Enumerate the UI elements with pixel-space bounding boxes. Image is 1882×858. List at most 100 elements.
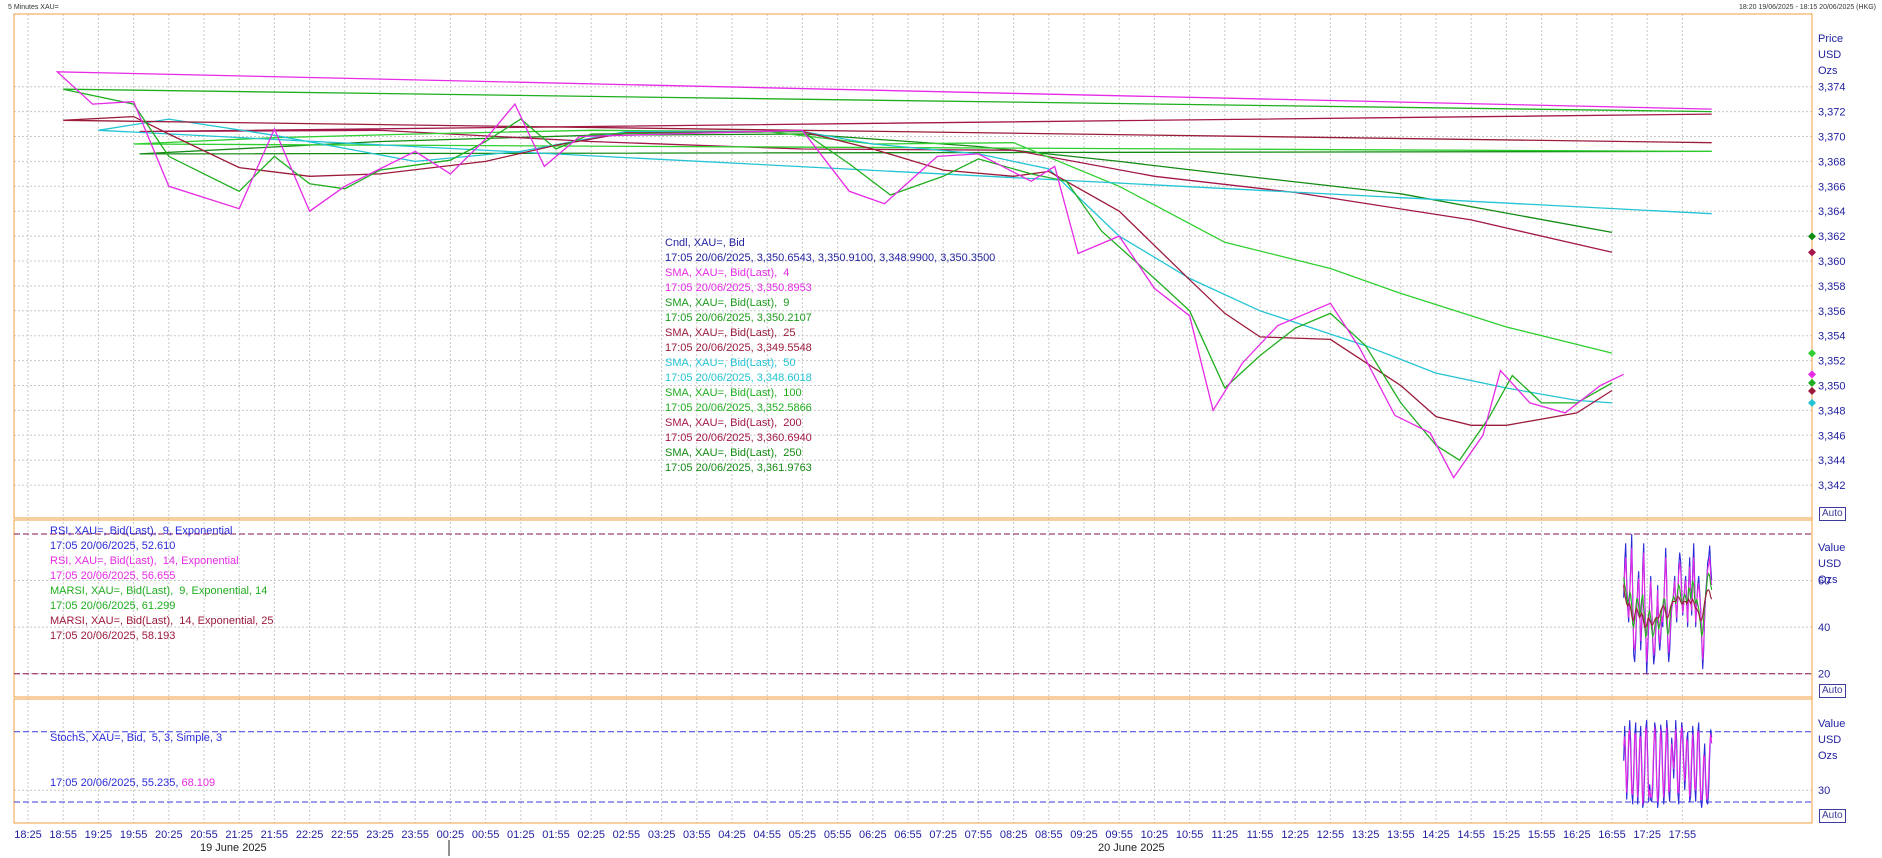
x-tick-label: 01:25 [507,829,535,841]
window-title: 5 Minutes XAU= [8,4,59,11]
price-legend-line: SMA, XAU=, Bid(Last), 50 [665,357,796,369]
stoch-auto-button[interactable]: Auto [1819,809,1846,823]
date-label-20-june: 20 June 2025 [1098,842,1165,854]
sma-line [139,113,1712,253]
x-tick-label: 03:55 [683,829,711,841]
sma-line [133,129,1712,354]
price-tick-label: 3,366 [1818,181,1846,193]
x-tick-label: 23:25 [366,829,394,841]
x-tick-label: 20:55 [190,829,218,841]
x-tick-label: 15:25 [1493,829,1521,841]
x-tick-label: 04:25 [718,829,746,841]
stoch-d-value: 68.109 [181,777,216,789]
x-tick-label: 02:55 [613,829,641,841]
rsi-legend-line: MARSI, XAU=, Bid(Last), 14, Exponential,… [50,615,274,627]
price-axis-header: Ozs [1818,65,1838,77]
last-value-marker [1808,398,1816,407]
price-tick-label: 3,360 [1818,256,1846,268]
price-tick-label: 3,354 [1818,331,1846,343]
stoch-tick-label: 30 [1818,785,1830,797]
price-legend-line: SMA, XAU=, Bid(Last), 4 [665,267,790,279]
price-legend-line: SMA, XAU=, Bid(Last), 9 [665,297,790,309]
x-tick-label: 18:55 [49,829,77,841]
x-tick-label: 09:55 [1105,829,1133,841]
price-legend-line: 17:05 20/06/2025, 3,360.6940 [665,432,812,444]
x-tick-label: 05:55 [824,829,852,841]
rsi-axis-header: Ozs [1818,574,1838,586]
stoch-legend-title: StochS, XAU=, Bid, 5, 3, Simple, 3 [50,732,223,744]
price-legend-line: SMA, XAU=, Bid(Last), 200 [665,417,802,429]
price-legend-line: 17:05 20/06/2025, 3,349.5548 [665,342,812,354]
price-tick-label: 3,346 [1818,430,1846,442]
price-tick-label: 3,358 [1818,281,1846,293]
x-tick-label: 19:55 [120,829,148,841]
x-tick-label: 05:25 [789,829,817,841]
x-tick-label: 21:25 [225,829,253,841]
price-tick-label: 3,362 [1818,231,1846,243]
price-tick-label: 3,370 [1818,132,1846,144]
x-tick-label: 16:55 [1598,829,1626,841]
x-tick-label: 01:55 [542,829,570,841]
x-tick-label: 07:55 [965,829,993,841]
x-tick-label: 16:25 [1563,829,1591,841]
stoch-legend-values: 17:05 20/06/2025, 55.235, 68.109 [50,776,222,791]
rsi-auto-button[interactable]: Auto [1819,684,1846,698]
x-tick-label: 15:55 [1528,829,1556,841]
x-tick-label: 14:25 [1422,829,1450,841]
x-tick-label: 02:25 [577,829,605,841]
stoch-panel-frame [13,698,1813,824]
price-tick-label: 3,372 [1818,107,1846,119]
x-tick-label: 07:25 [929,829,957,841]
rsi-legend-line: 17:05 20/06/2025, 56.655 [50,570,176,582]
price-tick-label: 3,350 [1818,381,1846,393]
rsi-legend-line: 17:05 20/06/2025, 61.299 [50,600,176,612]
x-tick-label: 22:25 [296,829,324,841]
x-tick-label: 00:25 [437,829,465,841]
rsi-axis-header: Value [1818,542,1845,554]
sma-line [55,71,1712,479]
grid-lines [14,14,1812,823]
stoch-plot [14,720,1812,808]
x-tick-label: 22:55 [331,829,359,841]
price-legend-line: 17:05 20/06/2025, 3,350.2107 [665,312,812,324]
rsi-tick-label: 40 [1818,622,1830,634]
price-legend-line: 17:05 20/06/2025, 3,350.6543, 3,350.9100… [665,252,996,264]
price-legend-line: SMA, XAU=, Bid(Last), 100 [665,387,802,399]
price-legend-line: Cndl, XAU=, Bid [665,237,745,249]
price-auto-button[interactable]: Auto [1819,507,1846,521]
last-value-marker [1808,248,1816,257]
price-tick-label: 3,356 [1818,306,1846,318]
stoch-legend: StochS, XAU=, Bid, 5, 3, Simple, 3 17:05… [50,701,222,806]
price-axis-header: USD [1818,49,1841,61]
x-tick-label: 19:25 [85,829,113,841]
price-axis-header: Price [1818,33,1843,45]
rsi-legend-line: RSI, XAU=, Bid(Last), 9, Exponential [50,525,233,537]
rsi-legend-line: 17:05 20/06/2025, 52.610 [50,540,176,552]
x-tick-label: 12:55 [1317,829,1345,841]
price-legend-line: SMA, XAU=, Bid(Last), 250 [665,447,802,459]
price-tick-label: 3,342 [1818,480,1846,492]
x-tick-label: 11:25 [1211,829,1238,841]
y-axis-labels: 3,342 3,344 3,346 3,348 3,350 3,352 3,354 3,356… [1808,33,1846,797]
x-tick-label: 00:55 [472,829,500,841]
x-tick-label: 06:55 [894,829,922,841]
price-tick-label: 3,368 [1818,156,1846,168]
last-value-marker [1808,232,1816,241]
price-tick-label: 3,374 [1818,82,1846,94]
x-tick-label: 11:55 [1247,829,1274,841]
x-tick-label: 06:25 [859,829,887,841]
x-tick-label: 14:55 [1457,829,1485,841]
x-tick-label: 04:55 [753,829,781,841]
last-value-marker [1808,378,1816,387]
stoch-axis-header: Value [1818,718,1845,730]
rsi-legend: RSI, XAU=, Bid(Last), 9, Exponential 17:0… [50,524,273,644]
x-tick-label: 10:55 [1176,829,1204,841]
stoch-k-value: 17:05 20/06/2025, 55.235, [50,777,182,789]
rsi-axis-header: USD [1818,558,1841,570]
x-tick-label: 21:55 [261,829,289,841]
price-tick-label: 3,348 [1818,405,1846,417]
x-tick-label: 12:25 [1281,829,1309,841]
x-tick-label: 08:55 [1035,829,1063,841]
price-legend-line: 17:05 20/06/2025, 3,350.8953 [665,282,812,294]
